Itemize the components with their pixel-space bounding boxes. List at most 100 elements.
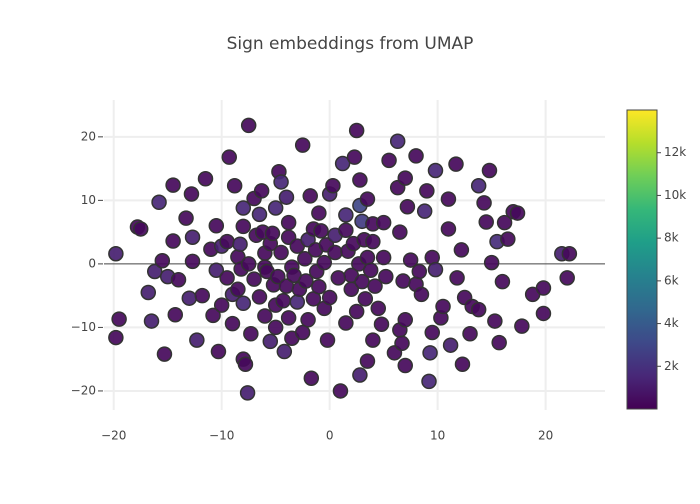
point [535, 305, 552, 322]
point [230, 281, 246, 298]
point [219, 270, 235, 286]
point [509, 205, 526, 221]
y-tick-label: −20 [71, 383, 96, 397]
point [189, 332, 205, 348]
point [561, 245, 578, 262]
point [197, 171, 214, 187]
x-tick-label: −10 [209, 429, 234, 443]
point [422, 345, 438, 361]
point [219, 233, 235, 250]
point [108, 329, 124, 346]
point [170, 272, 187, 288]
point [257, 308, 273, 324]
point [395, 273, 411, 289]
point [367, 278, 383, 294]
point [298, 273, 314, 289]
point [108, 245, 124, 262]
point [491, 334, 507, 351]
point [476, 195, 492, 211]
point [427, 261, 444, 278]
point [338, 207, 354, 223]
colorbar-tick-label: 6k [664, 273, 679, 287]
point [411, 263, 428, 280]
point [478, 214, 494, 230]
point [330, 270, 347, 286]
point [440, 191, 457, 207]
y-tick-label: 10 [81, 193, 96, 207]
colorbar-tick-label: 8k [664, 231, 679, 245]
point [151, 194, 167, 211]
point [359, 353, 376, 369]
point [440, 221, 457, 237]
point [316, 254, 333, 271]
point [224, 315, 241, 332]
point [408, 148, 424, 164]
colorbar-tick-label: 12k [664, 145, 686, 159]
point [178, 210, 194, 226]
point [273, 244, 289, 261]
point [165, 233, 181, 249]
point [435, 298, 451, 315]
point [427, 162, 444, 179]
point [273, 174, 289, 190]
point [237, 356, 254, 373]
point [280, 214, 297, 231]
point [232, 236, 248, 252]
point [413, 286, 430, 303]
point [365, 233, 381, 250]
colorbar [626, 109, 658, 410]
point [362, 262, 379, 278]
point [294, 324, 311, 341]
point [213, 297, 230, 313]
point [208, 262, 225, 278]
point [424, 324, 440, 341]
point [311, 279, 327, 295]
point [359, 249, 376, 266]
x-tick-label: 20 [538, 429, 553, 443]
point [375, 214, 392, 231]
point [275, 292, 291, 309]
colorbar-tick-label: 4k [664, 316, 679, 330]
x-tick-label: 0 [326, 429, 334, 443]
point [262, 333, 279, 350]
point [194, 287, 211, 304]
point [357, 291, 374, 307]
point [535, 280, 552, 296]
point [140, 284, 157, 301]
point [378, 268, 394, 285]
point [394, 335, 410, 352]
point [559, 270, 575, 286]
point [397, 170, 413, 186]
point [352, 367, 368, 383]
point [267, 319, 284, 336]
point [143, 313, 160, 329]
point [481, 162, 498, 179]
point [243, 326, 259, 342]
point [359, 191, 376, 207]
point [313, 223, 329, 239]
point [208, 218, 225, 234]
point [205, 307, 221, 324]
point [303, 370, 320, 386]
point [397, 312, 413, 328]
point [348, 122, 365, 139]
point [325, 178, 341, 194]
point [321, 289, 338, 306]
point [462, 326, 478, 342]
point [240, 256, 257, 272]
point [156, 346, 173, 362]
point [381, 152, 397, 169]
point [514, 318, 530, 334]
y-tick-label: −10 [71, 320, 96, 334]
point [352, 172, 368, 188]
point [338, 315, 354, 331]
point [375, 249, 392, 266]
point [402, 252, 419, 268]
point [280, 310, 297, 326]
point [251, 206, 268, 223]
point [167, 306, 184, 323]
point [235, 295, 252, 312]
point [365, 332, 381, 348]
point [348, 303, 365, 320]
